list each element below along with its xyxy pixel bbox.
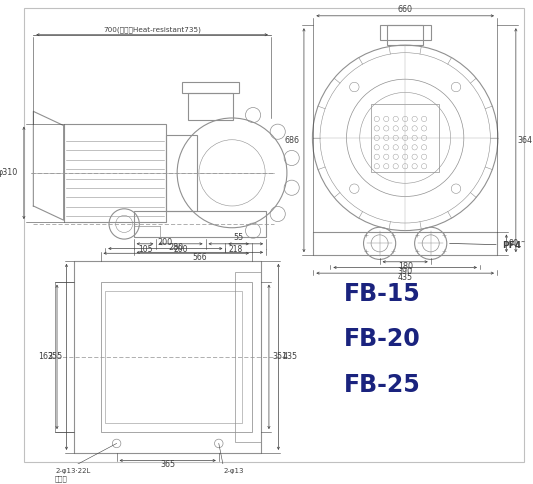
Text: 365: 365 — [160, 460, 175, 469]
Text: 566: 566 — [192, 253, 207, 262]
Bar — [105, 291, 243, 423]
Text: 55: 55 — [233, 233, 244, 242]
Text: 90: 90 — [508, 239, 519, 248]
Text: 660: 660 — [398, 5, 413, 15]
Bar — [379, 25, 431, 40]
Text: 364: 364 — [518, 136, 533, 145]
Text: φ310: φ310 — [0, 168, 18, 177]
Text: FB-20: FB-20 — [344, 327, 421, 351]
Text: 棭圆孔: 棭圆孔 — [55, 476, 68, 482]
Text: 218: 218 — [229, 245, 243, 254]
Text: PF4″: PF4″ — [449, 241, 525, 250]
Text: 351: 351 — [273, 352, 288, 362]
Bar — [235, 272, 261, 441]
Bar — [188, 93, 233, 120]
Text: 280: 280 — [168, 243, 184, 252]
Bar — [313, 231, 497, 255]
Text: 200: 200 — [174, 245, 188, 254]
Text: 686: 686 — [284, 136, 299, 145]
Text: 200: 200 — [158, 238, 173, 247]
Text: 162: 162 — [38, 352, 53, 362]
Bar — [101, 282, 252, 432]
Text: 180: 180 — [398, 262, 413, 271]
Bar — [74, 261, 261, 453]
Bar — [63, 124, 166, 222]
Text: 435: 435 — [398, 273, 413, 282]
Text: FB-25: FB-25 — [344, 373, 421, 397]
Text: 2-φ13·22L: 2-φ13·22L — [55, 468, 91, 474]
Text: 700(阀热型Heat-resistant735): 700(阀热型Heat-resistant735) — [103, 27, 201, 33]
Bar — [182, 82, 239, 93]
Text: FB-15: FB-15 — [344, 282, 421, 306]
Text: 105: 105 — [138, 245, 152, 254]
Text: 355: 355 — [47, 352, 63, 362]
Bar — [387, 25, 423, 45]
Bar — [55, 282, 74, 432]
Text: 435: 435 — [282, 352, 297, 362]
Text: 390: 390 — [398, 268, 413, 276]
Text: 2-φ13: 2-φ13 — [223, 468, 244, 474]
Bar — [166, 135, 197, 211]
Bar — [371, 104, 439, 172]
Bar — [134, 211, 266, 237]
